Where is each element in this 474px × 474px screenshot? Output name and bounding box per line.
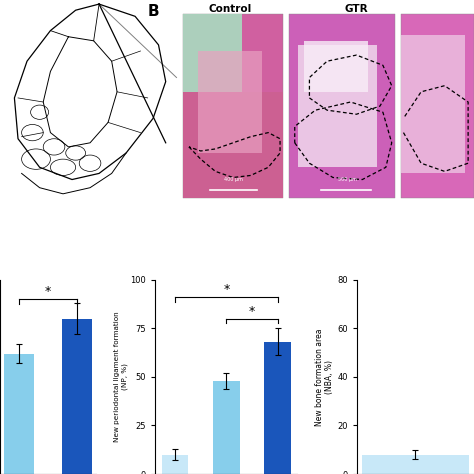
Text: B: B [148, 4, 159, 19]
Bar [183, 14, 283, 198]
Text: Control: Control [209, 4, 252, 14]
Bar [213, 381, 240, 474]
Bar [289, 14, 395, 198]
Text: 500 μm: 500 μm [338, 177, 357, 182]
Bar [198, 51, 263, 153]
Bar [62, 319, 91, 474]
Bar [298, 45, 377, 167]
Text: *: * [45, 285, 51, 298]
Text: GTR: GTR [345, 4, 368, 14]
Text: 400 μm: 400 μm [224, 177, 243, 182]
Bar [362, 455, 469, 474]
Bar [162, 455, 188, 474]
Bar [183, 92, 283, 198]
Text: *: * [249, 305, 255, 318]
Y-axis label: New bone formation area
(NBA, %): New bone formation area (NBA, %) [315, 328, 334, 426]
Bar [183, 14, 242, 92]
Bar [401, 14, 474, 198]
Bar [303, 41, 368, 92]
Bar [401, 35, 465, 173]
Y-axis label: New periodontal ligament formation
(NP, %): New periodontal ligament formation (NP, … [114, 311, 128, 442]
Bar [4, 354, 34, 474]
Bar [264, 342, 291, 474]
Text: *: * [223, 283, 229, 296]
